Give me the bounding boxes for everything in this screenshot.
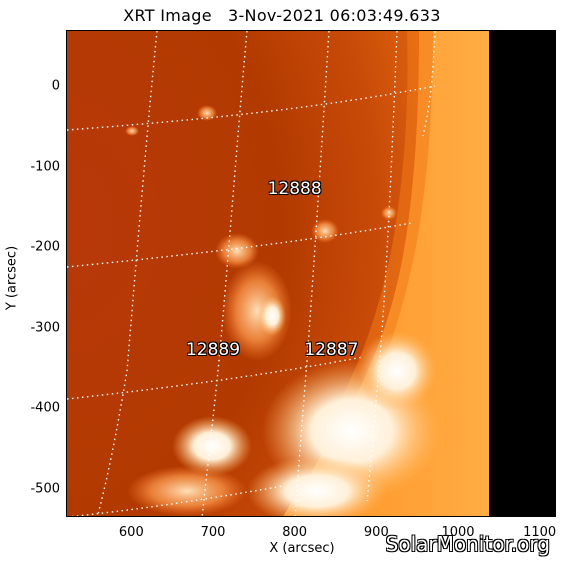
- x-tick-label: 1100: [523, 525, 557, 540]
- region-label: 12887: [304, 340, 359, 361]
- longitude-line: [201, 31, 248, 516]
- y-tick-label: -200: [30, 239, 60, 255]
- y-tick-label: 0: [51, 78, 60, 94]
- heliographic-grid: [67, 31, 436, 516]
- region-label: 12889: [185, 340, 241, 361]
- image-title: XRT Image 3-Nov-2021 06:03:49.633: [123, 6, 441, 25]
- y-tick-label: -100: [30, 159, 60, 175]
- x-tick-label: 700: [200, 525, 226, 540]
- active-region-12889-loops: [222, 261, 292, 361]
- active-region-12888: [311, 219, 339, 243]
- active-region-12889-lower: [172, 416, 252, 476]
- longitude-line: [422, 31, 436, 137]
- y-tick-label: -300: [30, 320, 60, 336]
- latitude-line: [67, 85, 436, 131]
- solar-image: [67, 31, 555, 516]
- x-tick-label: 900: [363, 525, 389, 540]
- x-tick-label: 1000: [441, 525, 475, 540]
- bright-point-3: [125, 126, 139, 136]
- y-axis-label: Y (arcsec): [4, 245, 20, 311]
- x-axis-label: X (arcsec): [269, 541, 335, 556]
- x-tick-label: 800: [282, 525, 308, 540]
- x-tick-label: 600: [118, 525, 144, 540]
- bright-point-2: [381, 206, 397, 220]
- loop-glow-upper: [215, 233, 259, 269]
- active-region-lower: [247, 456, 387, 516]
- longitude-line: [294, 31, 330, 516]
- watermark: SolarMonitor.org: [385, 532, 550, 556]
- loop-glow-bottom: [127, 466, 247, 516]
- solar-image-plot: [66, 30, 556, 517]
- y-tick-label: -500: [30, 481, 60, 497]
- y-tick-label: -400: [30, 400, 60, 416]
- loop-kernel: [258, 296, 286, 336]
- active-region-12887-bright: [357, 331, 437, 411]
- region-label: 12888: [267, 179, 322, 200]
